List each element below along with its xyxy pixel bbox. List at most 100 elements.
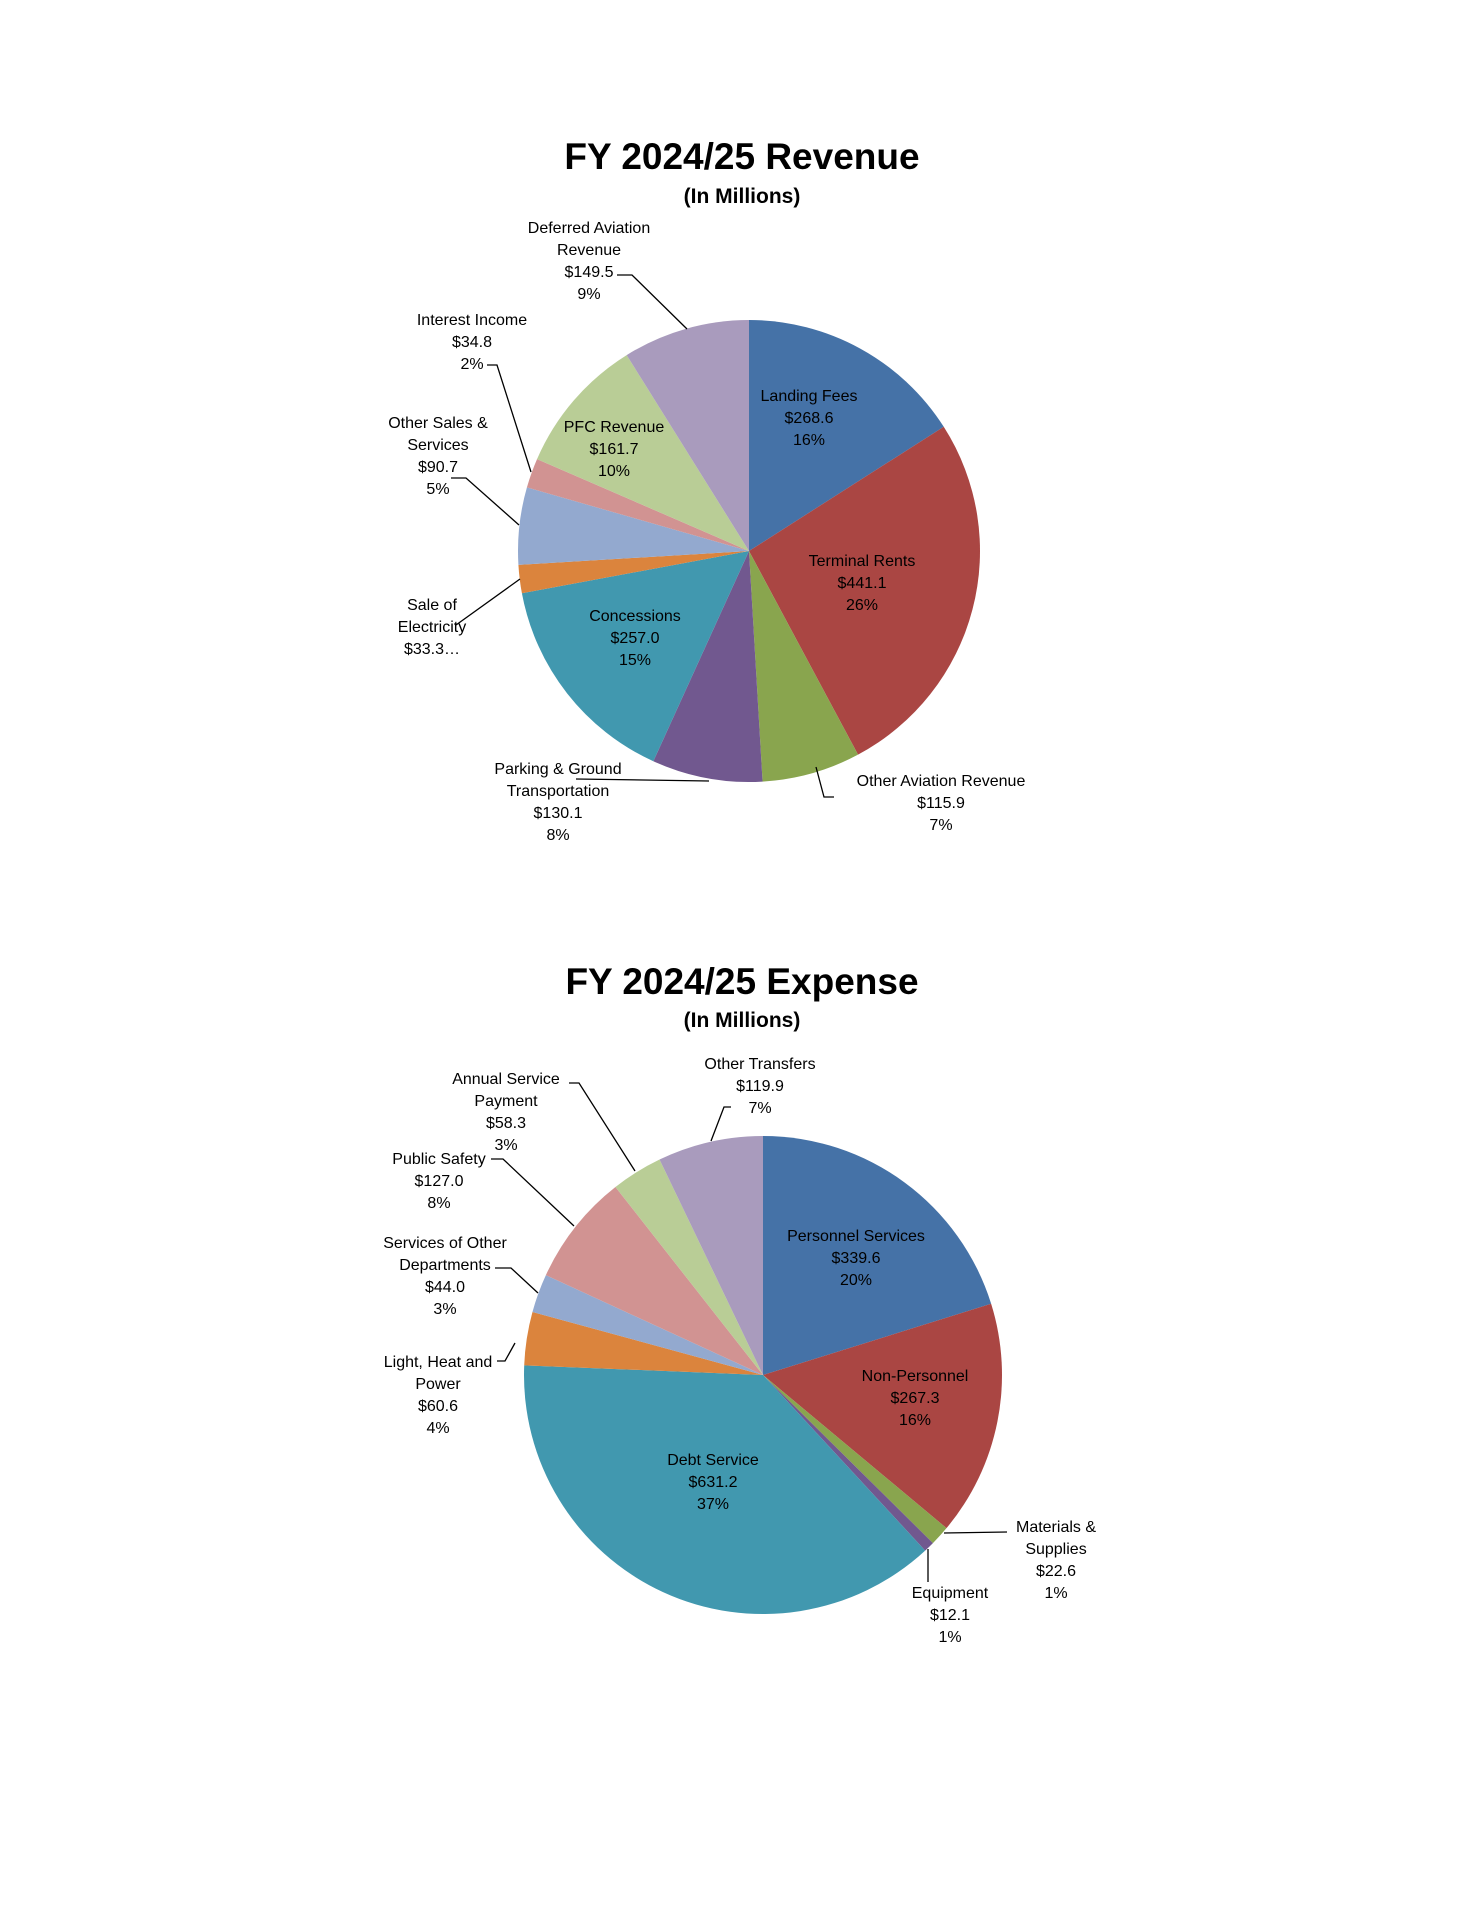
revenue-data-label: Other Aviation Revenue $115.9 7% [857,771,1026,837]
slice-value: $149.5 [564,264,614,281]
slice-percent: 8% [427,1195,451,1212]
slice-value: $130.1 [533,805,583,822]
expense-slice [763,1375,933,1551]
slice-name: Services of Other Departments [383,1235,507,1274]
revenue-data-label: Landing Fees $268.6 16% [761,386,858,452]
expense-data-label: Personnel Services $339.6 20% [787,1226,925,1292]
slice-value: $12.1 [929,1607,971,1624]
slice-percent: 20% [839,1272,873,1289]
slice-percent: 4% [426,1420,450,1437]
slice-value: $127.0 [414,1173,464,1190]
revenue-slice [749,551,859,782]
slice-value: $631.2 [688,1474,738,1491]
slice-value: $339.6 [831,1250,881,1267]
expense-data-label: Annual Service Payment $58.3 3% [452,1069,560,1157]
expense-data-label: Light, Heat and Power $60.6 4% [384,1352,493,1440]
slice-value: $58.3 [485,1115,527,1132]
expense-chart-subtitle: (In Millions) [683,1009,801,1032]
slice-name: Concessions [589,608,681,625]
revenue-leader-line [617,274,688,330]
slice-percent: 9% [577,286,601,303]
revenue-chart-title: FY 2024/25 Revenue [564,136,920,177]
expense-data-label: Non-Personnel $267.3 16% [862,1366,969,1432]
slice-name: Light, Heat and Power [383,1354,493,1393]
expense-leader-line [943,1531,1008,1534]
revenue-data-label: Concessions $257.0 15% [589,606,681,672]
expense-leader-line [497,1342,516,1362]
expense-data-label: Materials & Supplies $22.6 1% [1016,1517,1096,1605]
revenue-slice [749,426,981,755]
revenue-data-label: Other Sales & Services $90.7 5% [388,413,488,501]
revenue-leader-line [575,778,710,782]
expense-data-label: Services of Other Departments $44.0 3% [383,1233,507,1321]
slice-value: $257.0 [610,630,660,647]
revenue-slice [653,551,763,782]
slice-name: Other Aviation Revenue [856,773,1026,790]
expense-data-label: Other Transfers $119.9 7% [704,1054,815,1120]
slice-name: Non-Personnel [861,1368,969,1385]
revenue-slice [526,459,749,551]
slice-value: $34.8 [451,334,493,351]
revenue-data-label: Parking & Ground Transportation $130.1 8% [494,759,621,847]
revenue-leader-line [455,578,521,626]
revenue-slice [749,320,944,551]
slice-name: Sale of Electricity [397,597,467,636]
slice-value: $268.6 [784,410,834,427]
slice-name: Terminal Rents [808,553,916,570]
expense-data-label: Equipment $12.1 1% [912,1583,989,1649]
expense-slice [545,1186,763,1375]
slice-name: Personnel Services [787,1228,925,1245]
slice-percent: 7% [929,817,953,834]
slice-value: $441.1 [837,575,887,592]
slice-name: Interest Income [416,312,528,329]
revenue-data-label: PFC Revenue $161.7 10% [564,417,665,483]
revenue-chart-subtitle: (In Millions) [683,185,801,208]
expense-leader-line [491,1158,575,1227]
expense-slice [659,1136,763,1375]
revenue-slice [537,355,749,551]
revenue-slice [626,320,749,551]
expense-slice [763,1303,1002,1529]
revenue-slice [518,487,749,565]
slice-value: $22.6 [1035,1563,1077,1580]
slice-name: Other Sales & Services [388,415,488,454]
slice-percent: 37% [696,1496,730,1513]
slice-value: $115.9 [917,795,965,812]
slice-name: Deferred Aviation Revenue [527,220,651,259]
slice-name: Debt Service [667,1452,759,1469]
slice-name: PFC Revenue [563,419,665,436]
expense-slice [763,1375,947,1544]
expense-slice [524,1311,763,1375]
slice-name: Public Safety [392,1151,486,1168]
expense-leader-line [569,1082,636,1172]
slice-percent: 1% [1044,1585,1068,1602]
slice-value: $33.3… [403,641,461,658]
expense-slice [763,1136,992,1375]
revenue-data-label: Interest Income $34.8 2% [417,310,527,376]
revenue-data-label: Deferred Aviation Revenue $149.5 9% [528,218,650,306]
revenue-leader-line [815,766,834,798]
expense-data-label: Public Safety $127.0 8% [392,1149,485,1215]
expense-slice [615,1159,763,1375]
slice-value: $90.7 [417,459,459,476]
slice-percent: 3% [494,1137,518,1154]
slice-percent: 5% [426,481,450,498]
revenue-slice [521,551,749,762]
expense-data-label: Debt Service $631.2 37% [667,1450,759,1516]
revenue-data-label: Terminal Rents $441.1 26% [809,551,916,617]
slice-value: $44.0 [424,1279,466,1296]
expense-chart-title: FY 2024/25 Expense [565,961,919,1002]
slice-percent: 16% [792,432,826,449]
slice-percent: 3% [433,1301,457,1318]
expense-slice [532,1275,763,1375]
slice-percent: 7% [748,1100,772,1117]
revenue-leader-line [487,364,532,473]
expense-leader-line [710,1106,731,1142]
slice-name: Other Transfers [704,1056,816,1073]
slice-percent: 10% [597,463,631,480]
slice-percent: 8% [546,827,570,844]
slice-value: $119.9 [736,1078,784,1095]
slice-name: Landing Fees [760,388,858,405]
revenue-data-label: Sale of Electricity $33.3… [398,595,466,661]
